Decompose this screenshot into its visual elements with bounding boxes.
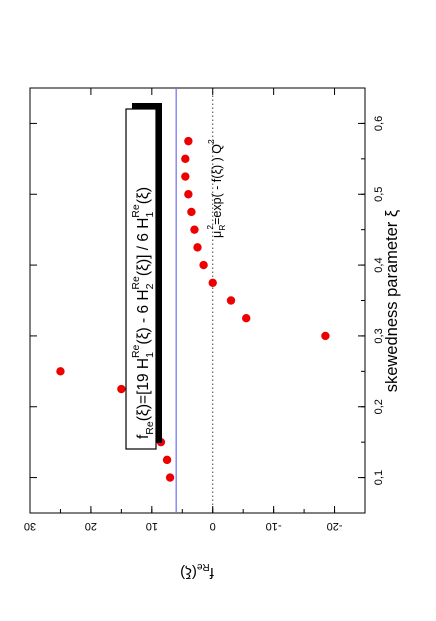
- y-axis-ticks: 30 20 10 0 -10 -20: [24, 88, 366, 532]
- x-tick-label: 0,1: [373, 470, 385, 485]
- data-points: [56, 136, 330, 482]
- y-tick-label: 30: [24, 520, 36, 532]
- x-tick-label: 0,4: [373, 257, 385, 272]
- formula-text: fRe(ξ)=[19 H1Re(ξ) - 6 H2Re(ξ)] / 6 H1Re…: [130, 187, 156, 439]
- data-point: [162, 455, 172, 465]
- formula-p3: (ξ) - 6 H: [135, 289, 152, 344]
- x-tick-label: 0,2: [373, 399, 385, 414]
- formula-p1: f: [135, 434, 152, 439]
- formula-box: fRe(ξ)=[19 H1Re(ξ) - 6 H2Re(ξ)] / 6 H1Re…: [125, 103, 162, 450]
- data-point: [242, 314, 251, 323]
- data-point: [187, 207, 196, 217]
- formula-s1: Re: [144, 421, 156, 435]
- formula-sup4: Re: [130, 204, 142, 218]
- annotation-p1: μ: [210, 231, 224, 238]
- formula-box-frame: [125, 108, 157, 450]
- y-axis-label-sub: Re: [196, 561, 209, 572]
- annotation-s1: R: [217, 225, 227, 231]
- data-point: [184, 190, 193, 199]
- data-point: [165, 473, 175, 482]
- data-point: [193, 243, 202, 252]
- data-point: [117, 384, 126, 394]
- x-tick-label: 0,3: [373, 328, 385, 343]
- annotation-sup2: 2: [206, 139, 216, 144]
- y-tick-label: -10: [266, 520, 282, 532]
- x-axis-ticks: 0,1 0,2 0,3 0,4 0,5 0,6: [30, 87, 385, 514]
- formula-s2: 1: [144, 352, 156, 358]
- plot-frame: [29, 87, 366, 514]
- x-tick-label: 0,6: [373, 116, 385, 131]
- data-point: [190, 225, 199, 234]
- y-tick-label: -20: [327, 520, 343, 532]
- formula-sup2: Re: [130, 344, 142, 358]
- x-axis-label: skewedness parameter ξ: [383, 209, 401, 392]
- annotation-text: μR2=exp( - f(ξ) ) Q2: [205, 139, 227, 238]
- y-tick-label: 0: [210, 520, 216, 532]
- data-point: [184, 136, 193, 146]
- formula-s3: 2: [144, 283, 156, 289]
- data-point: [208, 278, 217, 287]
- y-axis-label-main: f: [209, 564, 214, 581]
- data-point: [181, 154, 190, 164]
- y-axis-label-arg: (ξ): [180, 564, 197, 581]
- formula-sup3: Re: [130, 276, 142, 290]
- formula-p5: (ξ): [135, 187, 152, 204]
- data-point: [181, 172, 190, 181]
- annotation-sup1: 2: [205, 225, 215, 230]
- x-tick-label: 0,5: [373, 187, 385, 202]
- plot-area: 0,10,20,30,40,50,6 30 20 10 0 -10 -20 fRe(ξ)=…: [24, 87, 401, 581]
- formula-s4: 1: [144, 212, 156, 218]
- y-tick-label: 20: [85, 520, 97, 532]
- y-tick-label: 10: [146, 520, 158, 532]
- formula-p4: (ξ)] / 6 H: [135, 218, 152, 277]
- formula-p2: (ξ)=[19 H: [135, 358, 152, 421]
- data-point: [226, 296, 236, 305]
- data-point: [321, 331, 330, 341]
- y-axis-label: fRe(ξ): [180, 561, 214, 581]
- annotation-p2: =exp( - f(ξ) ) Q: [210, 144, 224, 225]
- data-point: [199, 260, 208, 270]
- data-point: [56, 367, 65, 376]
